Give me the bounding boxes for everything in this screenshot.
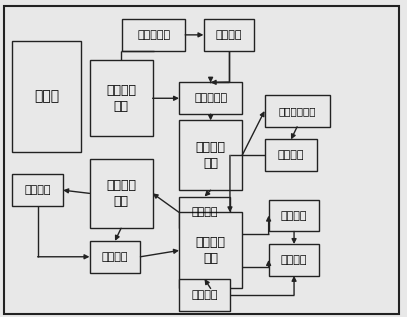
Bar bbox=[179, 120, 242, 190]
Text: 吸附机构: 吸附机构 bbox=[191, 207, 218, 217]
Text: 产品载具: 产品载具 bbox=[281, 210, 307, 221]
Text: 气动夹头: 气动夹头 bbox=[278, 150, 304, 160]
Text: 零件供料
模块: 零件供料 模块 bbox=[106, 84, 136, 113]
Text: 组装工具: 组装工具 bbox=[191, 290, 218, 300]
Bar bbox=[90, 60, 153, 136]
Text: 零件振动盘: 零件振动盘 bbox=[137, 30, 170, 40]
Bar bbox=[179, 212, 242, 288]
Text: 零件夹取口: 零件夹取口 bbox=[194, 93, 227, 103]
Bar bbox=[90, 158, 153, 228]
Text: 输送轨道: 输送轨道 bbox=[216, 30, 242, 40]
Bar bbox=[12, 41, 81, 152]
Bar bbox=[204, 19, 254, 51]
Bar bbox=[179, 82, 242, 114]
Text: 零件搬送
模块: 零件搬送 模块 bbox=[106, 179, 136, 208]
Text: 组装工位: 组装工位 bbox=[281, 255, 307, 265]
Bar bbox=[265, 95, 330, 127]
Bar bbox=[269, 244, 319, 276]
Text: 产品组装
模块: 产品组装 模块 bbox=[196, 236, 225, 265]
Bar bbox=[90, 241, 140, 273]
Bar bbox=[122, 19, 185, 51]
Bar bbox=[179, 197, 230, 228]
Bar bbox=[269, 200, 319, 231]
Text: 零件吸附
模块: 零件吸附 模块 bbox=[196, 141, 225, 170]
Text: 位移载板: 位移载板 bbox=[102, 252, 128, 262]
Text: 控制器: 控制器 bbox=[34, 90, 59, 104]
Bar bbox=[265, 139, 317, 171]
Text: 上下位移机构: 上下位移机构 bbox=[278, 106, 316, 116]
Bar bbox=[12, 174, 63, 206]
Bar bbox=[179, 279, 230, 311]
Text: 搬送机构: 搬送机构 bbox=[24, 185, 51, 195]
